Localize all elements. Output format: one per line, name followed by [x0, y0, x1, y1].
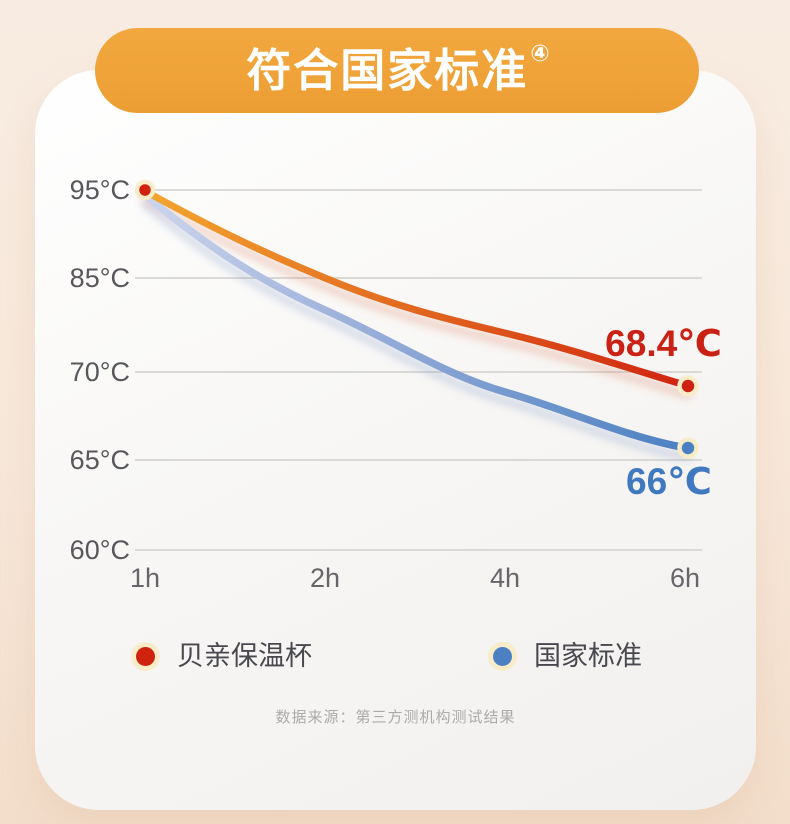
- legend-label-pigeon-cup: 贝亲保温杯: [177, 641, 312, 671]
- legend-dot-red-icon: [136, 646, 155, 666]
- y-tick-70c: 70°C: [69, 357, 130, 387]
- gridline-65c: [135, 459, 702, 461]
- title-footnote-marker: ④: [530, 40, 550, 66]
- value-label-red-end: 68.4℃: [605, 323, 722, 364]
- legend-dot-blue-icon: [493, 646, 512, 666]
- legend-label-national-standard: 国家标准: [534, 641, 642, 671]
- chart-card: [35, 70, 756, 810]
- y-tick-85c: 85°C: [69, 263, 130, 293]
- value-label-blue-end: 66℃: [626, 461, 712, 502]
- title-badge: 符合国家标准 ④: [95, 28, 699, 113]
- y-tick-65c: 65°C: [69, 445, 130, 475]
- page-title: 符合国家标准: [246, 45, 529, 96]
- legend-item-pigeon-cup: 贝亲保温杯: [136, 641, 312, 671]
- x-tick-2h: 2h: [309, 563, 341, 593]
- legend-item-national-standard: 国家标准: [493, 641, 642, 671]
- x-tick-1h: 1h: [129, 563, 161, 593]
- gridline-95c: [135, 189, 702, 191]
- x-tick-6h: 6h: [669, 563, 701, 593]
- y-tick-60c: 60°C: [69, 535, 130, 565]
- data-source-note: 数据来源：第三方测机构测试结果: [275, 709, 516, 726]
- x-tick-4h: 4h: [489, 563, 521, 593]
- gridline-70c: [135, 371, 702, 373]
- gridline-60c: [135, 549, 702, 551]
- y-tick-95c: 95°C: [69, 175, 130, 205]
- gridline-85c: [135, 277, 702, 279]
